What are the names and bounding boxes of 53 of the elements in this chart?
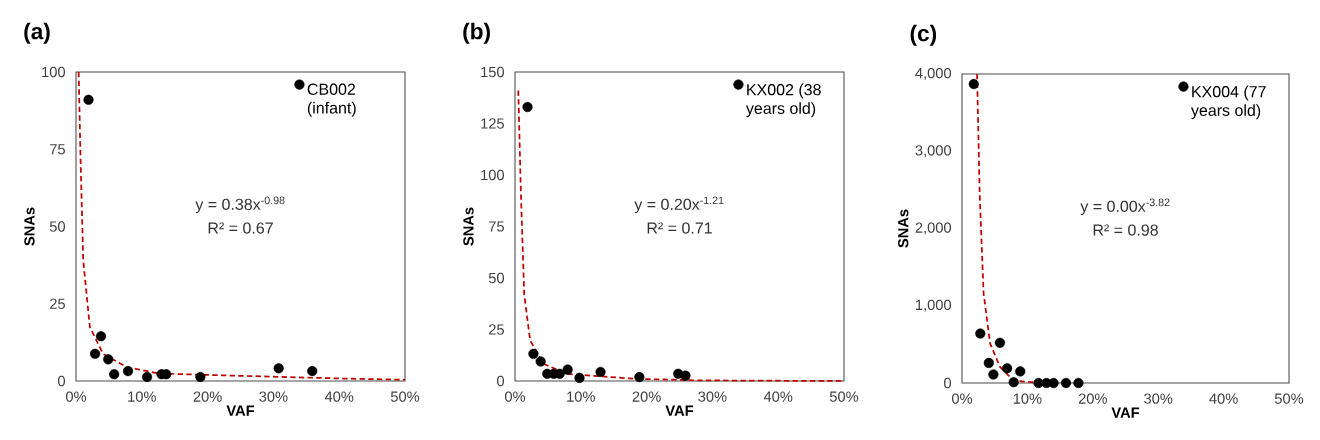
- chart-title: (b): [463, 22, 490, 44]
- x-tick-label: 0%: [951, 393, 973, 404]
- x-tick-label: 40%: [763, 391, 793, 402]
- legend-label: KX004 (77 years old): [1190, 85, 1266, 120]
- y-tick-label: 25: [50, 298, 65, 309]
- annotation: y = 0.20x$^{-1.21}$: [634, 196, 724, 214]
- x-tick-label: 10%: [1013, 393, 1042, 404]
- y-axis-title: SNAs: [463, 207, 474, 246]
- x-tick-label: 20%: [1078, 393, 1107, 404]
- annotation: R² = 0.71: [647, 222, 712, 234]
- y-tick-label: 100: [42, 66, 66, 78]
- y-tick-label: 50: [49, 221, 66, 232]
- x-tick-label: 10%: [567, 391, 595, 402]
- x-axis-title: VAF: [1111, 407, 1140, 418]
- legend-label: CB002 (infant): [307, 83, 356, 117]
- x-tick-label: 50%: [1274, 393, 1304, 404]
- x-tick-label: 40%: [324, 391, 354, 402]
- chart-title: (c): [910, 24, 937, 46]
- annotation: y = 0.00x$^{-3.82}$: [1080, 198, 1170, 216]
- y-tick-label: 3,000: [915, 145, 952, 158]
- chart-title: (a): [24, 22, 50, 44]
- y-tick-label: 0: [58, 375, 66, 387]
- x-tick-label: 50%: [829, 391, 859, 402]
- y-tick-label: 50: [488, 272, 505, 284]
- y-tick-label: 1,000: [916, 299, 952, 312]
- annotation: R² = 0.67: [208, 222, 273, 234]
- y-tick-label: 4,000: [915, 67, 952, 81]
- x-tick-label: 20%: [193, 391, 222, 402]
- y-tick-label: 75: [50, 144, 65, 155]
- y-tick-label: 2,000: [915, 222, 952, 235]
- x-axis-title: VAF: [665, 405, 694, 416]
- x-tick-label: 20%: [632, 391, 661, 402]
- y-tick-label: 75: [489, 221, 504, 232]
- y-tick-label: 0: [497, 375, 505, 387]
- y-tick-label: 150: [481, 66, 505, 78]
- x-tick-label: 40%: [1209, 393, 1238, 404]
- y-tick-label: 25: [489, 324, 504, 335]
- annotation: y = 0.38x$^{-0.98}$: [195, 196, 285, 214]
- x-tick-label: 0%: [65, 391, 87, 402]
- x-tick-label: 0%: [504, 391, 526, 402]
- x-tick-label: 10%: [128, 391, 156, 402]
- y-tick-label: 0: [944, 377, 952, 389]
- y-tick-label: 100: [481, 169, 505, 181]
- x-axis-title: VAF: [226, 405, 255, 416]
- y-axis-title: SNAs: [24, 207, 35, 246]
- annotation: R² = 0.98: [1093, 224, 1158, 236]
- legend-label: KX002 (38 years old): [745, 83, 821, 118]
- x-tick-label: 30%: [1144, 393, 1173, 404]
- y-tick-label: 125: [481, 118, 504, 129]
- x-tick-label: 50%: [390, 391, 420, 402]
- x-tick-label: 30%: [259, 391, 288, 402]
- x-tick-label: 30%: [698, 391, 727, 402]
- y-axis-title: SNAs: [898, 209, 909, 248]
